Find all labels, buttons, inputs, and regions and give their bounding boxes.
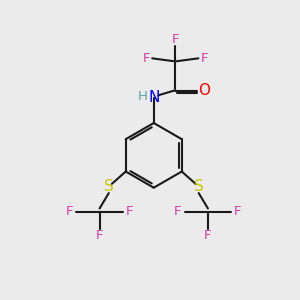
Text: F: F [126, 205, 133, 218]
Text: F: F [96, 229, 103, 242]
Text: N: N [149, 90, 160, 105]
Text: O: O [198, 83, 210, 98]
Text: H: H [138, 90, 148, 103]
Text: S: S [194, 179, 204, 194]
Text: F: F [172, 33, 179, 46]
Text: F: F [142, 52, 150, 65]
Text: F: F [66, 205, 73, 218]
Text: F: F [174, 205, 182, 218]
Text: F: F [234, 205, 242, 218]
Text: S: S [104, 179, 114, 194]
Text: F: F [204, 229, 212, 242]
Text: F: F [201, 52, 208, 65]
